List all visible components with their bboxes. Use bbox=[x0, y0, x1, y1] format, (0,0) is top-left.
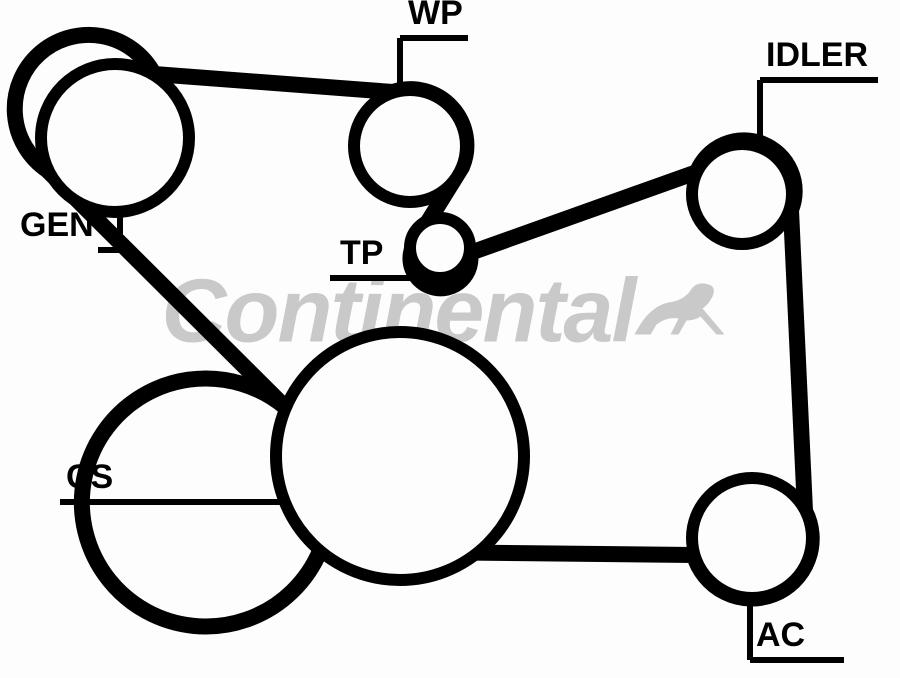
label-cs: CS bbox=[66, 458, 113, 497]
label-ac: AC bbox=[756, 616, 805, 655]
label-gen: GEN bbox=[20, 206, 94, 245]
label-wp: WP bbox=[408, 0, 463, 33]
label-tp: TP bbox=[340, 234, 383, 273]
label-idler: IDLER bbox=[766, 36, 868, 75]
labels-layer: GEN WP IDLER TP CS AC bbox=[0, 0, 900, 678]
